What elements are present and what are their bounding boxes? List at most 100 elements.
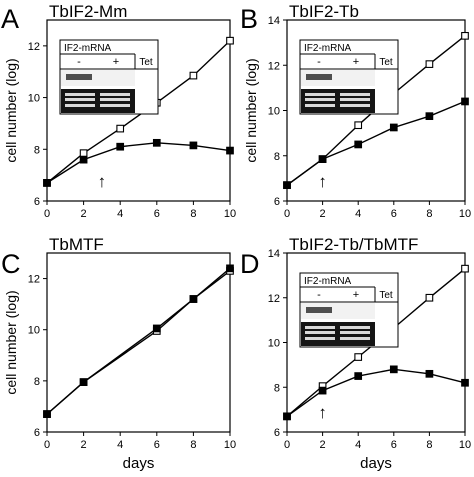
data-point-filled — [152, 138, 161, 147]
y-tick-label: 12 — [28, 274, 40, 286]
rrna-band — [340, 93, 370, 96]
x-tick-label: 0 — [44, 439, 50, 451]
x-tick-label: 6 — [154, 208, 160, 220]
x-tick-label: 10 — [459, 439, 471, 451]
x-tick-label: 10 — [224, 208, 236, 220]
inset-title: IF2-mRNA — [304, 43, 352, 54]
arrow-annotation: ↑ — [98, 172, 107, 191]
inset-plus: + — [113, 56, 119, 68]
rrna-band — [340, 337, 370, 340]
data-point-filled — [425, 369, 434, 378]
inset-blot: IF2-mRNA - + Tet — [299, 39, 399, 115]
x-tick-label: 2 — [81, 208, 87, 220]
x-tick-label: 4 — [117, 439, 123, 451]
data-point-filled — [283, 181, 291, 190]
panel-a: A TbIF2-Mm 0 2 4 6 8 10 6 8 10 12 cell number (log) ↑… — [1, 2, 236, 220]
plot-frame — [46, 252, 231, 433]
x-tick-label: 8 — [190, 439, 196, 451]
y-tick-label: 10 — [268, 338, 280, 350]
panel-letter: C — [1, 249, 21, 279]
y-tick-label: 10 — [28, 325, 40, 337]
y-tick-label: 12 — [268, 293, 280, 305]
y-axis-label: cell number (log) — [3, 290, 19, 394]
data-point-filled — [43, 410, 51, 418]
data-point-open — [79, 149, 88, 158]
x-tick-label: 2 — [81, 439, 87, 451]
mrna-band — [66, 74, 92, 80]
data-point-filled — [189, 295, 198, 303]
y-tick-label: 14 — [268, 248, 280, 260]
rrna-band — [65, 104, 95, 107]
panel-d: D TbIF2-Tb/TbMTF 0 2 4 6 8 10 6 8 10 12 14 days ↑ IF2-m… — [240, 235, 471, 472]
y-tick-label: 8 — [274, 151, 280, 163]
data-point-filled — [389, 123, 398, 132]
data-point-open — [425, 60, 434, 68]
data-point-filled — [79, 378, 88, 386]
x-tick-label: 0 — [284, 439, 290, 451]
x-tick-label: 8 — [426, 439, 432, 451]
inset-minus: - — [77, 56, 81, 68]
rrna-band — [305, 337, 335, 340]
rrna-band — [340, 326, 370, 329]
y-tick-label: 6 — [274, 196, 280, 208]
panel-letter: B — [240, 4, 258, 34]
rrna-band — [305, 331, 335, 334]
y-tick-label: 12 — [268, 60, 280, 72]
panel-c: C TbMTF 0 2 4 6 8 10 6 8 10 12 days cell number (log) — [1, 235, 236, 472]
x-tick-label: 4 — [355, 439, 361, 451]
data-point-open — [226, 36, 234, 45]
series-line-filled-square — [46, 267, 231, 415]
mrna-band — [306, 74, 332, 80]
data-point-filled — [318, 155, 327, 163]
inset-plus: + — [353, 56, 359, 68]
data-point-filled — [43, 179, 51, 187]
rrna-band — [100, 93, 130, 96]
data-point-filled — [425, 112, 434, 121]
x-tick-label: 10 — [224, 439, 236, 451]
y-tick-label: 6 — [34, 196, 40, 208]
panel-letter: D — [240, 249, 260, 279]
rrna-band — [340, 98, 370, 101]
x-tick-label: 2 — [320, 439, 326, 451]
x-tick-label: 4 — [355, 208, 361, 220]
inset-title: IF2-mRNA — [304, 276, 352, 287]
data-point-filled — [283, 412, 291, 421]
panel-title: TbIF2-Tb/TbMTF — [289, 235, 418, 254]
mrna-band — [306, 307, 332, 313]
rrna-band — [305, 93, 335, 96]
data-point-filled — [461, 97, 469, 106]
data-point-filled — [318, 386, 327, 395]
inset-title: IF2-mRNA — [64, 43, 112, 54]
inset-tet: Tet — [379, 57, 393, 68]
data-point-filled — [354, 372, 363, 380]
panel-title: TbIF2-Mm — [49, 2, 127, 21]
data-point-filled — [354, 140, 363, 149]
data-point-filled — [226, 264, 234, 273]
y-tick-label: 12 — [28, 41, 40, 53]
x-tick-label: 8 — [426, 208, 432, 220]
y-tick-label: 8 — [34, 144, 40, 156]
y-tick-label: 14 — [268, 15, 280, 27]
x-tick-label: 0 — [44, 208, 50, 220]
inset-blot: IF2-mRNA - + Tet — [299, 272, 399, 348]
x-tick-label: 6 — [391, 208, 397, 220]
y-tick-label: 8 — [34, 376, 40, 388]
data-point-open — [461, 264, 469, 273]
rrna-band — [100, 98, 130, 101]
inset-tet: Tet — [139, 57, 153, 68]
y-tick-label: 8 — [274, 382, 280, 394]
x-tick-label: 6 — [154, 439, 160, 451]
inset-blot: IF2-mRNA - + Tet — [59, 39, 159, 115]
rrna-band — [65, 93, 95, 96]
panel-b: B TbIF2-Tb 0 2 4 6 8 10 6 8 10 12 14 cell number (log… — [240, 2, 471, 220]
y-tick-label: 6 — [274, 427, 280, 439]
rrna-band — [305, 326, 335, 329]
rrna-band — [65, 98, 95, 101]
rrna-band — [340, 331, 370, 334]
series-line-filled-square — [286, 368, 466, 417]
panel-letter: A — [1, 4, 19, 34]
data-point-filled — [226, 146, 234, 155]
data-point-open — [189, 71, 198, 80]
data-point-open — [461, 31, 469, 40]
x-axis-label: days — [360, 455, 392, 472]
